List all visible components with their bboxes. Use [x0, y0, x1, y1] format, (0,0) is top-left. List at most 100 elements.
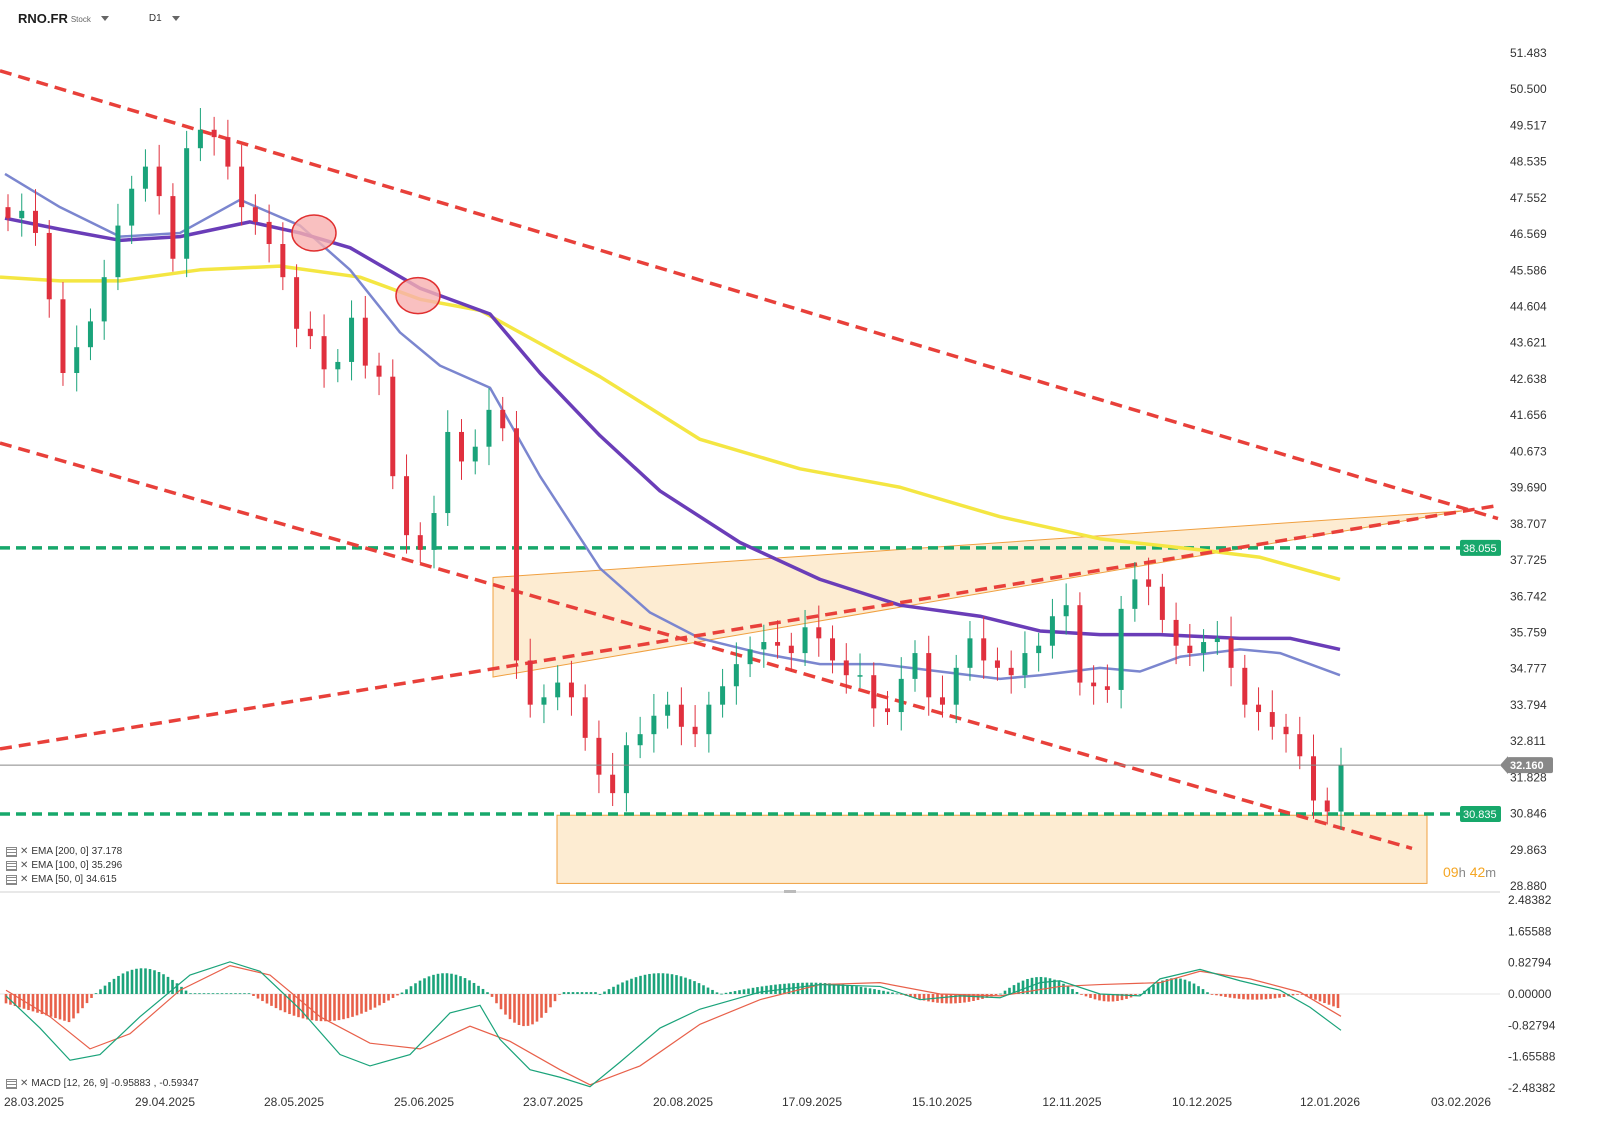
macd-histogram-bar	[256, 994, 260, 999]
macd-histogram-bar	[400, 992, 404, 994]
macd-histogram-bar	[1152, 984, 1155, 994]
pane-resize-handle[interactable]	[784, 890, 796, 893]
macd-histogram-bar	[1233, 994, 1236, 999]
macd-histogram-bar	[121, 973, 125, 994]
macd-histogram-bar	[1201, 989, 1205, 994]
price-axis-tick: 33.794	[1510, 698, 1547, 712]
timeframe-dropdown-icon[interactable]	[171, 15, 180, 21]
candle-body	[596, 737, 602, 775]
indicator-settings-icon[interactable]	[6, 874, 17, 885]
macd-histogram-bar	[319, 994, 323, 1022]
macd-histogram-bar	[837, 984, 840, 994]
macd-histogram-bar	[382, 994, 386, 1003]
candle-body	[390, 376, 396, 477]
macd-histogram-bar	[270, 994, 273, 1006]
macd-histogram-bar	[715, 992, 719, 994]
macd-histogram-bar	[1206, 992, 1209, 994]
macd-histogram-bar	[391, 994, 395, 998]
macd-histogram-bar	[634, 977, 638, 994]
candle-body	[637, 734, 643, 746]
macd-histogram-bar	[409, 986, 413, 994]
candle-body	[527, 660, 533, 705]
candle	[74, 325, 80, 392]
macd-histogram-bar	[648, 973, 651, 994]
price-axis-tick: 40.673	[1510, 444, 1547, 458]
candle-body	[555, 682, 561, 698]
macd-histogram-bar	[193, 993, 197, 995]
candle	[1077, 592, 1083, 696]
macd-histogram-bar	[1242, 994, 1245, 1000]
macd-histogram-bar	[1269, 994, 1272, 999]
date-axis-tick: 28.03.2025	[4, 1095, 64, 1109]
candle	[184, 130, 190, 278]
ema-100-line	[4, 216, 1341, 652]
macd-histogram-bar	[202, 993, 206, 995]
macd-axis-tick: 1.65588	[1508, 924, 1552, 938]
candle	[458, 419, 464, 480]
candle-body	[830, 638, 836, 661]
legend-ema-50[interactable]: ✕ EMA [50, 0] 34.615	[6, 874, 117, 885]
macd-histogram-bar	[513, 994, 516, 1023]
macd-histogram-bar	[342, 994, 345, 1020]
close-icon[interactable]: ✕	[20, 860, 29, 871]
macd-histogram-bar	[954, 994, 957, 1004]
price-axis-tick: 47.552	[1510, 191, 1547, 205]
legend-macd[interactable]: ✕ MACD [12, 26, 9] -0.95883, -0.59347	[6, 1078, 199, 1089]
macd-histogram-bar	[850, 985, 854, 994]
candle	[513, 410, 519, 679]
legend-ema-200[interactable]: ✕ EMA [200, 0] 37.178	[6, 846, 122, 857]
macd-histogram-bar	[598, 994, 602, 995]
candle-body	[142, 166, 148, 189]
price-axis-tick: 30.846	[1510, 807, 1547, 821]
symbol-dropdown-icon[interactable]	[100, 15, 109, 21]
indicator-label: EMA [100, 0]	[31, 860, 89, 871]
symbol-name[interactable]: RNO.FR	[18, 10, 68, 26]
candle	[362, 295, 368, 379]
candle	[321, 314, 327, 388]
macd-histogram-bar	[688, 979, 692, 994]
price-axis-tick: 35.759	[1510, 625, 1547, 639]
legend-ema-100[interactable]: ✕ EMA [100, 0] 35.296	[6, 860, 122, 871]
macd-histogram-bar	[1251, 994, 1254, 1000]
macd-histogram-bar	[670, 974, 674, 994]
macd-histogram-bar	[972, 994, 975, 1001]
indicator-settings-icon[interactable]	[6, 1078, 17, 1089]
macd-histogram-bar	[814, 982, 818, 994]
indicator-settings-icon[interactable]	[6, 860, 17, 871]
macd-histogram-bar	[1048, 978, 1052, 994]
timeframe-label[interactable]: D1	[148, 12, 162, 24]
macd-histogram-bar	[1039, 976, 1043, 994]
candle	[211, 116, 217, 156]
macd-histogram-bar	[477, 985, 480, 994]
candle	[720, 668, 726, 718]
candle	[733, 642, 739, 705]
macd-histogram-bar	[117, 975, 120, 994]
macd-histogram-bar	[819, 982, 822, 994]
macd-histogram-bar	[594, 992, 597, 994]
candle	[472, 429, 478, 475]
close-icon[interactable]: ✕	[20, 1078, 29, 1089]
macd-histogram-bar	[657, 973, 660, 994]
candle-body	[1104, 686, 1110, 690]
candle-body	[912, 653, 918, 679]
indicator-settings-icon[interactable]	[6, 846, 17, 857]
indicator-label: EMA [50, 0]	[31, 874, 84, 885]
candle-body	[816, 627, 822, 639]
level-low-tag: 30.835	[1460, 805, 1501, 822]
macd-histogram-bar	[103, 985, 107, 994]
price-axis-tick: 32.811	[1510, 734, 1546, 748]
macd-histogram-bar	[351, 994, 354, 1017]
macd-histogram-bar	[886, 991, 890, 994]
candle	[32, 189, 38, 246]
close-icon[interactable]: ✕	[20, 846, 29, 857]
price-axis-tick: 42.638	[1510, 372, 1547, 386]
macd-histogram-bar	[1026, 978, 1029, 994]
price-axis-tick: 38.707	[1510, 517, 1547, 531]
close-icon[interactable]: ✕	[20, 874, 29, 885]
candle-body	[46, 232, 52, 300]
macd-histogram-bar	[1327, 994, 1331, 1005]
macd-histogram-bar	[310, 994, 314, 1021]
macd-line	[5, 961, 1342, 1088]
candle-body	[252, 207, 258, 222]
